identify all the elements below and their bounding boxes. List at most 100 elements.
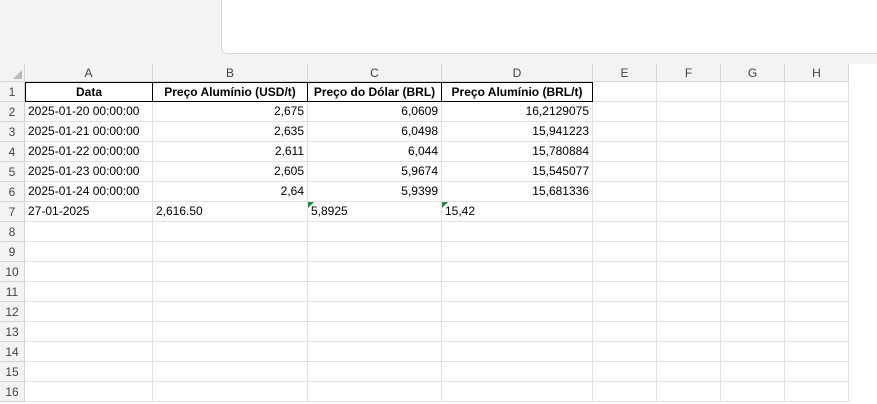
cell-h11[interactable] — [785, 282, 849, 302]
cell-e5[interactable] — [593, 162, 657, 182]
cell-d7[interactable]: 15,42 — [442, 202, 593, 222]
row-header-11[interactable]: 11 — [0, 282, 25, 302]
row-header-1[interactable]: 1 — [0, 82, 25, 102]
cell-f9[interactable] — [657, 242, 721, 262]
cell-g4[interactable] — [721, 142, 785, 162]
cell-e4[interactable] — [593, 142, 657, 162]
cell-f7[interactable] — [657, 202, 721, 222]
cell-c12[interactable] — [308, 302, 442, 322]
cell-f16[interactable] — [657, 382, 721, 402]
column-header-c[interactable]: C — [308, 64, 442, 82]
cell-f14[interactable] — [657, 342, 721, 362]
cell-h3[interactable] — [785, 122, 849, 142]
cell-a8[interactable] — [25, 222, 153, 242]
row-header-15[interactable]: 15 — [0, 362, 25, 382]
cell-a5[interactable]: 2025-01-23 00:00:00 — [25, 162, 153, 182]
cell-a4[interactable]: 2025-01-22 00:00:00 — [25, 142, 153, 162]
cell-c3[interactable]: 6,0498 — [308, 122, 442, 142]
row-header-9[interactable]: 9 — [0, 242, 25, 262]
cell-h4[interactable] — [785, 142, 849, 162]
cell-a6[interactable]: 2025-01-24 00:00:00 — [25, 182, 153, 202]
cell-a11[interactable] — [25, 282, 153, 302]
cell-c1[interactable]: Preço do Dólar (BRL) — [308, 82, 442, 102]
cell-b2[interactable]: 2,675 — [153, 102, 308, 122]
cell-d13[interactable] — [442, 322, 593, 342]
column-header-g[interactable]: G — [721, 64, 785, 82]
cell-e12[interactable] — [593, 302, 657, 322]
cell-d16[interactable] — [442, 382, 593, 402]
formula-bar-input[interactable] — [221, 0, 877, 54]
cell-f11[interactable] — [657, 282, 721, 302]
cell-e10[interactable] — [593, 262, 657, 282]
cell-b9[interactable] — [153, 242, 308, 262]
cell-f15[interactable] — [657, 362, 721, 382]
cell-a3[interactable]: 2025-01-21 00:00:00 — [25, 122, 153, 142]
cell-c11[interactable] — [308, 282, 442, 302]
row-header-13[interactable]: 13 — [0, 322, 25, 342]
cell-d14[interactable] — [442, 342, 593, 362]
cell-a15[interactable] — [25, 362, 153, 382]
cell-g2[interactable] — [721, 102, 785, 122]
cell-g7[interactable] — [721, 202, 785, 222]
cell-g12[interactable] — [721, 302, 785, 322]
cell-e3[interactable] — [593, 122, 657, 142]
column-header-d[interactable]: D — [442, 64, 593, 82]
cell-g3[interactable] — [721, 122, 785, 142]
cell-a2[interactable]: 2025-01-20 00:00:00 — [25, 102, 153, 122]
cell-d5[interactable]: 15,545077 — [442, 162, 593, 182]
cell-f12[interactable] — [657, 302, 721, 322]
cell-f1[interactable] — [657, 82, 721, 102]
cell-e1[interactable] — [593, 82, 657, 102]
cell-c9[interactable] — [308, 242, 442, 262]
row-header-2[interactable]: 2 — [0, 102, 25, 122]
select-all-button[interactable] — [0, 64, 25, 82]
cell-b10[interactable] — [153, 262, 308, 282]
cell-d1[interactable]: Preço Alumínio (BRL/t) — [442, 82, 593, 102]
cell-d10[interactable] — [442, 262, 593, 282]
cell-a1[interactable]: Data — [25, 82, 153, 102]
cell-f8[interactable] — [657, 222, 721, 242]
cell-a13[interactable] — [25, 322, 153, 342]
cell-a14[interactable] — [25, 342, 153, 362]
cell-c2[interactable]: 6,0609 — [308, 102, 442, 122]
cell-h13[interactable] — [785, 322, 849, 342]
cell-h5[interactable] — [785, 162, 849, 182]
cell-b8[interactable] — [153, 222, 308, 242]
column-header-e[interactable]: E — [593, 64, 657, 82]
cell-f6[interactable] — [657, 182, 721, 202]
cell-g11[interactable] — [721, 282, 785, 302]
cell-f5[interactable] — [657, 162, 721, 182]
cell-b1[interactable]: Preço Alumínio (USD/t) — [153, 82, 308, 102]
row-header-3[interactable]: 3 — [0, 122, 25, 142]
cell-g15[interactable] — [721, 362, 785, 382]
cell-e11[interactable] — [593, 282, 657, 302]
cell-h2[interactable] — [785, 102, 849, 122]
column-header-b[interactable]: B — [153, 64, 308, 82]
row-header-10[interactable]: 10 — [0, 262, 25, 282]
cell-f4[interactable] — [657, 142, 721, 162]
cell-c4[interactable]: 6,044 — [308, 142, 442, 162]
cell-d12[interactable] — [442, 302, 593, 322]
cell-c5[interactable]: 5,9674 — [308, 162, 442, 182]
row-header-7[interactable]: 7 — [0, 202, 25, 222]
cell-c6[interactable]: 5,9399 — [308, 182, 442, 202]
cell-f2[interactable] — [657, 102, 721, 122]
cell-h8[interactable] — [785, 222, 849, 242]
cell-h14[interactable] — [785, 342, 849, 362]
cell-h7[interactable] — [785, 202, 849, 222]
column-header-f[interactable]: F — [657, 64, 721, 82]
cell-g13[interactable] — [721, 322, 785, 342]
cell-e16[interactable] — [593, 382, 657, 402]
cell-d6[interactable]: 15,681336 — [442, 182, 593, 202]
column-header-a[interactable]: A — [25, 64, 153, 82]
cell-e2[interactable] — [593, 102, 657, 122]
row-header-5[interactable]: 5 — [0, 162, 25, 182]
cell-d2[interactable]: 16,2129075 — [442, 102, 593, 122]
cell-h12[interactable] — [785, 302, 849, 322]
cell-h6[interactable] — [785, 182, 849, 202]
cell-c10[interactable] — [308, 262, 442, 282]
cell-e15[interactable] — [593, 362, 657, 382]
cell-g5[interactable] — [721, 162, 785, 182]
column-header-h[interactable]: H — [785, 64, 849, 82]
cell-c16[interactable] — [308, 382, 442, 402]
